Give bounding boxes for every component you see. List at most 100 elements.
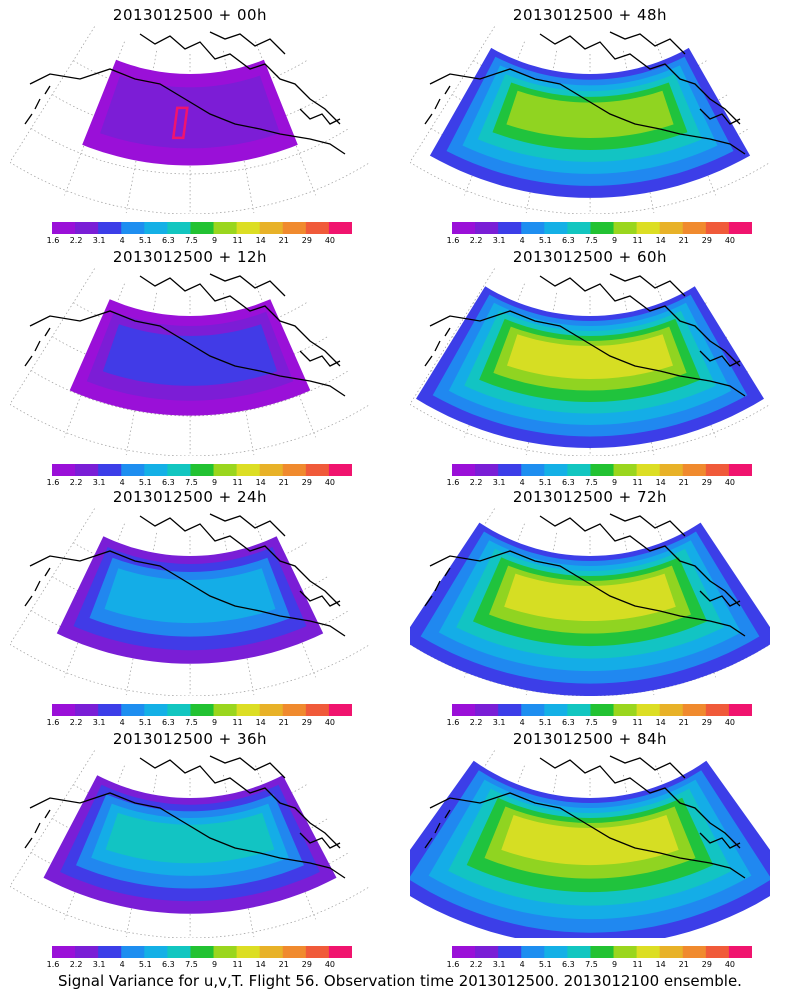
variance-contour-band	[501, 815, 679, 866]
colorbar-tick-label: 29	[701, 718, 712, 727]
colorbar-swatch	[305, 946, 330, 958]
colorbar-tick-label: 40	[324, 236, 336, 245]
colorbar	[52, 704, 352, 716]
panel-title: 2013012500 + 12h	[112, 248, 268, 266]
colorbar-swatch	[236, 704, 261, 716]
map-panel: 2013012500 + 84h 1.6 2.2 3.1 4 5.1 6.3 7.5 9 11 14…	[400, 724, 780, 969]
colorbar-tick-label: 2.2	[69, 718, 83, 727]
colorbar-swatch	[636, 464, 661, 476]
colorbar	[52, 946, 352, 958]
colorbar-tick-label: 5.1	[538, 960, 552, 969]
colorbar-tick-label: 3.1	[92, 478, 106, 487]
colorbar-swatch	[282, 704, 307, 716]
colorbar-swatch	[498, 464, 522, 476]
colorbar-swatch	[544, 222, 568, 234]
colorbar-swatch	[259, 222, 284, 234]
colorbar-swatch	[544, 946, 568, 958]
colorbar-swatch	[590, 222, 615, 234]
colorbar-tick-label: 9	[611, 478, 618, 487]
colorbar-swatch	[328, 222, 352, 234]
colorbar-tick-label: 7.5	[185, 960, 198, 969]
colorbar-swatch	[282, 464, 307, 476]
colorbar-tick-label: 21	[278, 478, 289, 487]
colorbar-tick-label: 7.5	[185, 478, 198, 487]
colorbar-swatch	[213, 464, 238, 476]
colorbar-swatch	[682, 464, 707, 476]
colorbar-tick-label: 40	[724, 236, 736, 245]
colorbar-tick-label: 11	[632, 718, 643, 727]
colorbar-swatch	[613, 222, 638, 234]
colorbar-swatch	[167, 222, 191, 234]
colorbar-swatch	[328, 946, 352, 958]
colorbar-tick-label: 40	[324, 478, 336, 487]
colorbar-tick-label: 7.5	[185, 236, 198, 245]
colorbar-swatch	[613, 464, 638, 476]
colorbar-swatch	[544, 704, 568, 716]
colorbar-tick-label: 21	[678, 478, 689, 487]
colorbar-swatch	[452, 946, 476, 958]
colorbar-tick-label: 14	[255, 960, 266, 969]
variance-contour-band	[100, 75, 280, 149]
colorbar-tick-label: 4	[119, 236, 125, 245]
colorbar-tick-label: 29	[301, 960, 312, 969]
coastlines	[24, 31, 346, 155]
colorbar-tick-label: 2.2	[469, 718, 483, 727]
colorbar-swatch	[121, 464, 145, 476]
colorbar-swatch	[682, 704, 707, 716]
colorbar-swatch	[705, 946, 730, 958]
colorbar-tick-label: 6.3	[162, 960, 175, 969]
colorbar-swatch	[728, 704, 752, 716]
variance-map	[10, 750, 370, 938]
colorbar-swatch	[728, 464, 752, 476]
colorbar-swatch	[659, 464, 684, 476]
panel-title: 2013012500 + 48h	[512, 6, 668, 24]
colorbar-tick-label: 6.3	[562, 478, 575, 487]
map-panel: 2013012500 + 36h 1.6 2.2 3.1 4 5.1 6.3 7.5 9 11 14…	[0, 724, 380, 969]
coastlines	[24, 513, 346, 637]
colorbar-tick-label: 29	[301, 236, 312, 245]
colorbar-swatch	[567, 222, 591, 234]
colorbar-swatch	[521, 464, 545, 476]
colorbar-tick-label: 3.1	[92, 718, 106, 727]
signal-variance-field	[410, 522, 770, 696]
map-panel: 2013012500 + 24h 1.6 2.2 3.1 4 5.1 6.3 7.5 9 11 14…	[0, 482, 380, 727]
colorbar-tick-label: 1.6	[446, 236, 460, 245]
colorbar-tick-label: 29	[301, 718, 312, 727]
panel-title: 2013012500 + 84h	[512, 730, 668, 748]
colorbar-tick-label: 3.1	[492, 718, 506, 727]
signal-variance-field	[69, 299, 311, 416]
colorbar-swatch	[567, 464, 591, 476]
colorbar-swatch	[521, 222, 545, 234]
coastlines	[424, 755, 746, 879]
colorbar-swatch	[613, 946, 638, 958]
colorbar-tick-label: 14	[255, 236, 266, 245]
colorbar-swatch	[144, 464, 168, 476]
colorbar-swatch	[328, 464, 352, 476]
colorbar-swatch	[75, 704, 99, 716]
coastlines	[424, 513, 746, 637]
colorbar-swatch	[190, 222, 215, 234]
colorbar-swatch	[259, 946, 284, 958]
colorbar-swatch	[452, 222, 476, 234]
panel-title: 2013012500 + 60h	[512, 248, 668, 266]
colorbar-tick-label: 11	[632, 236, 643, 245]
colorbar-swatch	[236, 946, 261, 958]
colorbar-tick-label: 40	[724, 718, 736, 727]
colorbar-tick-label: 21	[678, 960, 689, 969]
colorbar	[52, 464, 352, 476]
coastlines	[424, 31, 746, 155]
colorbar-tick-label: 29	[701, 478, 712, 487]
signal-variance-field	[429, 47, 751, 198]
colorbar-swatch	[659, 222, 684, 234]
observation-region-marker	[171, 106, 189, 140]
colorbar-swatch	[98, 704, 122, 716]
colorbar-tick-label: 1.6	[446, 478, 460, 487]
signal-variance-field	[410, 760, 770, 938]
colorbar-tick-label: 6.3	[562, 236, 575, 245]
colorbar-swatch	[190, 464, 215, 476]
colorbar-tick-label: 40	[724, 960, 736, 969]
colorbar-tick-label: 9	[211, 478, 218, 487]
colorbar-tick-label: 9	[211, 960, 218, 969]
colorbar-tick-label: 21	[278, 718, 289, 727]
variance-contour-band	[504, 573, 676, 621]
